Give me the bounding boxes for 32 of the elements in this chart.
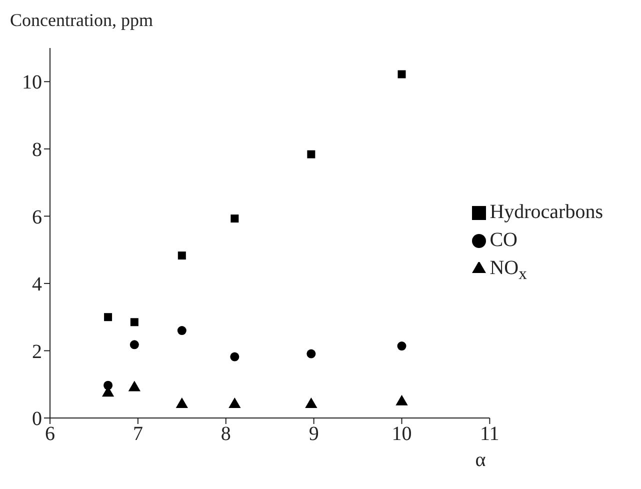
y-tick-label: 8	[32, 139, 42, 162]
point	[104, 313, 112, 322]
point	[177, 326, 186, 336]
point	[228, 398, 241, 408]
point	[130, 318, 138, 326]
point	[176, 398, 188, 408]
point	[397, 342, 406, 351]
y-tick-label: 6	[32, 206, 42, 228]
y-tick-label: 2	[32, 340, 42, 363]
point	[306, 349, 316, 358]
point	[305, 398, 318, 408]
point	[398, 70, 406, 78]
point	[130, 340, 139, 350]
point	[128, 380, 140, 392]
legend-label: NO$_{x}$	[490, 257, 527, 283]
y-tick-label: 0	[32, 408, 42, 430]
x-tick-label: 8	[220, 423, 231, 446]
point	[178, 252, 186, 260]
point	[230, 214, 239, 223]
point	[396, 394, 408, 406]
legend-label: Hydrocarbons	[490, 201, 603, 223]
x-tick-label: 11	[480, 423, 500, 446]
x-tick-label: 9	[308, 423, 319, 446]
x-axis-title: α	[475, 449, 486, 471]
point	[307, 150, 316, 158]
y-tick-label: 4	[32, 274, 42, 296]
point	[230, 352, 240, 362]
x-tick-label: 7	[132, 423, 143, 446]
y-axis-title: Concentration, ppm	[10, 10, 153, 30]
legend-label: CO	[490, 229, 518, 251]
x-tick-label: 10	[392, 423, 412, 446]
y-tick-label: 10	[22, 72, 42, 94]
